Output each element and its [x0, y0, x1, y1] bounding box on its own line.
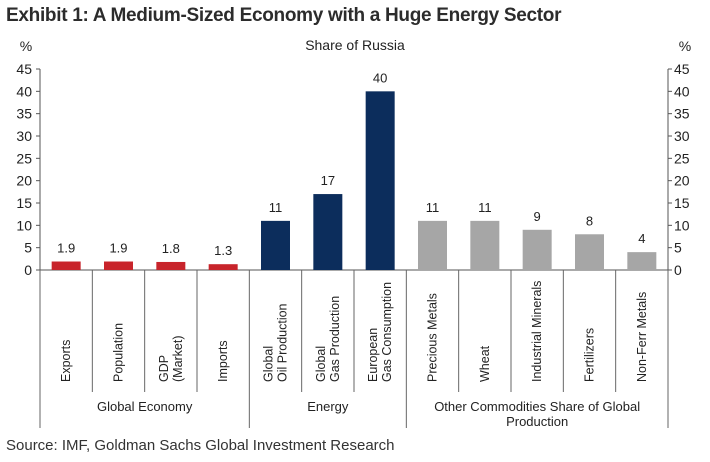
chart-subtitle: Share of Russia: [305, 37, 405, 53]
category-label: Fertilizers: [583, 328, 597, 382]
bar-value-label: 9: [534, 209, 541, 224]
bar-value-label: 1.3: [214, 243, 232, 258]
bar: [313, 194, 343, 270]
y-tick-label-right: 20: [674, 173, 690, 189]
chart-title: Exhibit 1: A Medium-Sized Economy with a…: [6, 5, 562, 26]
category-label: Precious Metals: [426, 293, 440, 382]
y-tick-label-right: 25: [674, 150, 690, 166]
y-tick-label-right: 0: [674, 262, 682, 278]
bar-value-label: 11: [426, 200, 440, 215]
bar-value-label: 1.8: [162, 241, 180, 256]
group-label: Energy: [307, 399, 349, 414]
y-tick-label-left: 0: [24, 262, 32, 278]
category-label: Industrial Minerals: [530, 281, 544, 382]
bar: [208, 264, 238, 270]
bar-value-label: 4: [638, 231, 645, 246]
y-unit-right: %: [679, 38, 691, 54]
bar-value-label: 1.9: [57, 241, 75, 256]
y-tick-label-left: 15: [16, 195, 32, 211]
bar: [104, 261, 133, 270]
y-tick-label-left: 35: [16, 106, 32, 122]
y-tick-label-right: 35: [674, 106, 690, 122]
bar-value-label: 1.9: [109, 241, 127, 256]
category-label: Oil Production: [276, 303, 290, 382]
bar-value-label: 8: [586, 213, 593, 228]
y-tick-label-left: 30: [16, 128, 32, 144]
bar: [575, 234, 604, 270]
bar: [365, 91, 395, 270]
bar: [522, 229, 552, 270]
y-tick-label-left: 20: [16, 173, 32, 189]
y-tick-label-left: 10: [16, 217, 32, 233]
y-tick-label-right: 45: [674, 61, 690, 77]
category-label: Gas Consumption: [380, 282, 394, 382]
group-label: Global Economy: [97, 399, 193, 414]
bar: [627, 252, 657, 270]
category-label: Gas Production: [328, 296, 342, 382]
category-label: GDP: [157, 355, 171, 382]
category-label: Non-Ferr Metals: [635, 292, 649, 382]
group-label: Other Commodities Share of Global: [434, 399, 640, 414]
category-label: Population: [112, 323, 126, 382]
y-tick-label-left: 40: [16, 83, 32, 99]
y-tick-label-right: 10: [674, 217, 690, 233]
bar-value-label: 11: [269, 200, 283, 215]
group-label: Production: [506, 414, 568, 429]
y-tick-label-right: 30: [674, 128, 690, 144]
category-label: Imports: [216, 340, 230, 382]
category-label: European: [366, 328, 380, 382]
source-note: Source: IMF, Goldman Sachs Global Invest…: [6, 437, 395, 454]
bar-value-label: 11: [478, 200, 492, 215]
category-label: Global: [262, 346, 276, 382]
y-tick-label-left: 25: [16, 150, 32, 166]
bar: [156, 261, 186, 270]
y-tick-label-right: 5: [674, 240, 682, 256]
category-label: (Market): [171, 335, 185, 382]
bar: [470, 220, 500, 270]
category-label: Wheat: [478, 345, 492, 382]
bar: [51, 261, 81, 270]
bar-value-label: 17: [321, 173, 335, 188]
y-tick-label-left: 5: [24, 240, 32, 256]
category-label: Global: [314, 346, 328, 382]
y-tick-label-right: 15: [674, 195, 690, 211]
y-tick-label-right: 40: [674, 83, 690, 99]
y-tick-label-left: 45: [16, 61, 32, 77]
category-label: Exports: [59, 340, 73, 382]
bar: [261, 220, 290, 270]
y-unit-left: %: [20, 38, 32, 54]
bar: [418, 220, 447, 270]
bar-value-label: 40: [373, 70, 387, 85]
